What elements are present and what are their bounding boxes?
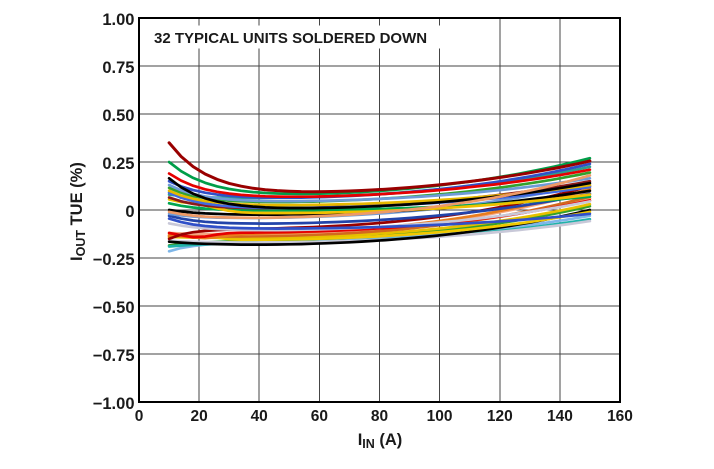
svg-text:60: 60 [311, 408, 328, 425]
svg-text:160: 160 [607, 408, 633, 425]
svg-text:0.50: 0.50 [102, 107, 134, 125]
svg-text:−1.00: −1.00 [93, 395, 135, 413]
svg-text:32 TYPICAL UNITS SOLDERED DOWN: 32 TYPICAL UNITS SOLDERED DOWN [154, 30, 427, 47]
svg-text:1.00: 1.00 [102, 11, 134, 29]
svg-text:−0.50: −0.50 [93, 299, 135, 317]
svg-text:0: 0 [135, 408, 144, 425]
svg-text:100: 100 [427, 408, 453, 425]
svg-text:0.25: 0.25 [102, 155, 134, 173]
svg-text:120: 120 [487, 408, 513, 425]
svg-text:20: 20 [190, 408, 207, 425]
svg-text:0.75: 0.75 [102, 59, 134, 77]
svg-text:−0.75: −0.75 [93, 347, 135, 365]
svg-text:140: 140 [547, 408, 573, 425]
svg-text:80: 80 [371, 408, 388, 425]
svg-text:−0.25: −0.25 [93, 251, 135, 269]
svg-text:0: 0 [125, 203, 134, 221]
svg-text:40: 40 [251, 408, 268, 425]
